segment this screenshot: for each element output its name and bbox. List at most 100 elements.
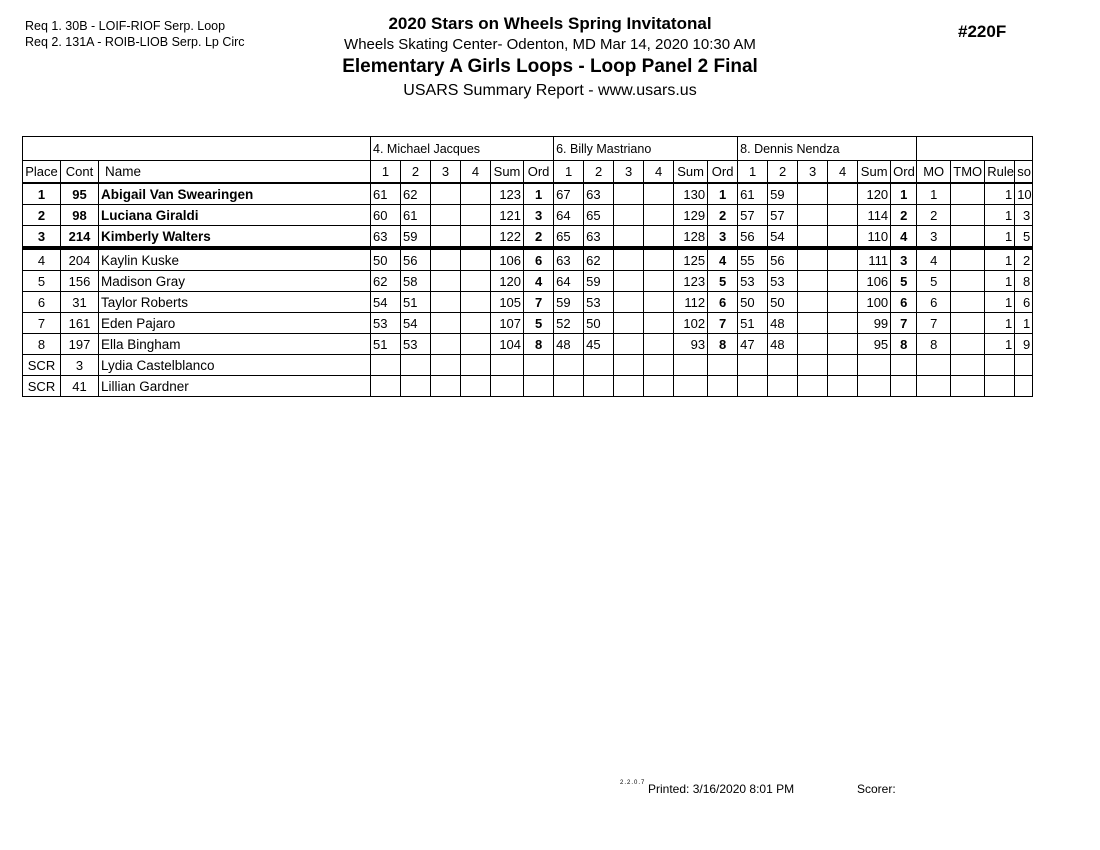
table-row: 6 31 Taylor Roberts 54 51 105 7 59 53 112 6 50 50 100… (22, 291, 1034, 313)
judge3-score-cell: 56 (737, 225, 769, 250)
place-cell: 6 (22, 291, 61, 313)
judge2-ord-cell: 7 (707, 312, 739, 334)
tmo-cell (950, 182, 986, 205)
so-cell: 1 (1014, 312, 1034, 334)
judge2-score-cell (613, 204, 645, 226)
event-title: Elementary A Girls Loops - Loop Panel 2 … (342, 56, 758, 77)
column-header-judge1-sum: Sum (490, 160, 525, 184)
judge1-ord-cell: 3 (523, 204, 555, 226)
judge1-score-cell (400, 375, 432, 397)
tmo-cell (950, 354, 986, 376)
mo-cell: 7 (916, 312, 952, 334)
judge2-score-cell: 63 (583, 182, 615, 205)
judge3-ord-cell: 1 (890, 182, 918, 205)
judge1-score-cell (460, 225, 492, 250)
judge3-sum-cell: 95 (857, 333, 892, 355)
judge2-score-cell (643, 204, 675, 226)
judge3-score-cell (797, 225, 829, 250)
tmo-cell (950, 312, 986, 334)
judge1-sum-cell: 106 (490, 247, 525, 271)
column-header-name: Name (97, 160, 372, 184)
judge3-score-cell (797, 333, 829, 355)
judge2-score-cell (553, 354, 585, 376)
judge3-score-cell (827, 291, 859, 313)
column-header-judge2-ord: Ord (707, 160, 739, 184)
mo-cell: 5 (916, 270, 952, 292)
judge3-score-cell: 54 (767, 225, 799, 250)
judge2-ord-cell: 1 (707, 182, 739, 205)
judge1-score-cell (430, 182, 462, 205)
name-cell: Madison Gray (97, 270, 372, 292)
judge1-sum-cell: 105 (490, 291, 525, 313)
judge1-score-cell (460, 182, 492, 205)
judge3-score-cell (797, 182, 829, 205)
judge2-score-cell: 63 (553, 247, 585, 271)
req-line-1: Req 1. 30B - LOIF-RIOF Serp. Loop (25, 19, 226, 33)
name-cell: Abigail Van Swearingen (97, 182, 372, 205)
name-cell: Eden Pajaro (97, 312, 372, 334)
column-header-judge1-4: 4 (460, 160, 492, 184)
judge1-score-cell (430, 247, 462, 271)
judge2-score-cell (613, 312, 645, 334)
judge1-ord-cell (523, 375, 555, 397)
column-header-judge3-3: 3 (797, 160, 829, 184)
requirements-block: Req 1. 30B - LOIF-RIOF Serp. Loop Req 2.… (25, 18, 245, 50)
judge2-ord-cell: 5 (707, 270, 739, 292)
cont-cell: 197 (60, 333, 99, 355)
judge2-score-cell (643, 270, 675, 292)
judge2-score-cell: 62 (583, 247, 615, 271)
judge1-ord-cell: 2 (523, 225, 555, 250)
judge2-score-cell (583, 354, 615, 376)
place-cell: 4 (22, 247, 61, 271)
judge3-sum-cell: 120 (857, 182, 892, 205)
judge3-score-cell: 48 (767, 312, 799, 334)
tmo-cell (950, 247, 986, 271)
column-header-row: Place Cont Name 1 2 3 4 Sum Ord 1 2 3 4 Sum Ord 1 2 3 4 Sum… (22, 160, 1034, 184)
judge2-score-cell: 52 (553, 312, 585, 334)
judge1-score-cell (460, 247, 492, 271)
judge3-score-cell: 48 (767, 333, 799, 355)
judge3-score-cell (797, 354, 829, 376)
judge-row-right-spacer (916, 136, 1034, 161)
judge2-score-cell (643, 375, 675, 397)
judge2-score-cell (643, 312, 675, 334)
so-cell: 6 (1014, 291, 1034, 313)
judge3-ord-cell (890, 375, 918, 397)
column-header-judge3-4: 4 (827, 160, 859, 184)
column-header-judge2-2: 2 (583, 160, 615, 184)
name-cell: Taylor Roberts (97, 291, 372, 313)
judge-header-cell-3: 8. Dennis Nendza (737, 136, 918, 161)
judge2-score-cell: 45 (583, 333, 615, 355)
tmo-cell (950, 375, 986, 397)
judge1-score-cell (400, 354, 432, 376)
column-header-judge1-3: 3 (430, 160, 462, 184)
judge3-sum-cell: 110 (857, 225, 892, 250)
venue-date-line: Wheels Skating Center- Odenton, MD Mar 1… (344, 36, 756, 53)
so-cell: 5 (1014, 225, 1034, 250)
judge2-sum-cell: 128 (673, 225, 709, 250)
judge2-score-cell (643, 225, 675, 250)
judge1-score-cell: 63 (370, 225, 402, 250)
column-header-judge2-1: 1 (553, 160, 585, 184)
judge3-score-cell (827, 375, 859, 397)
name-cell: Kaylin Kuske (97, 247, 372, 271)
judge1-ord-cell: 8 (523, 333, 555, 355)
tmo-cell (950, 225, 986, 250)
judge2-score-cell: 65 (553, 225, 585, 250)
judge2-sum-cell: 123 (673, 270, 709, 292)
mo-cell: 2 (916, 204, 952, 226)
judge3-ord-cell: 5 (890, 270, 918, 292)
name-cell: Kimberly Walters (97, 225, 372, 250)
judge1-sum-cell: 123 (490, 182, 525, 205)
rule-cell (984, 354, 1016, 376)
column-header-judge1-1: 1 (370, 160, 402, 184)
judge1-score-cell: 53 (370, 312, 402, 334)
judge1-ord-cell: 6 (523, 247, 555, 271)
table-row: 3 214 Kimberly Walters 63 59 122 2 65 63 128 3 56 54… (22, 225, 1034, 250)
judge2-sum-cell: 102 (673, 312, 709, 334)
place-cell: SCR (22, 375, 61, 397)
competition-title: 2020 Stars on Wheels Spring Invitatonal (388, 14, 712, 33)
judge3-score-cell: 59 (767, 182, 799, 205)
rule-cell (984, 375, 1016, 397)
